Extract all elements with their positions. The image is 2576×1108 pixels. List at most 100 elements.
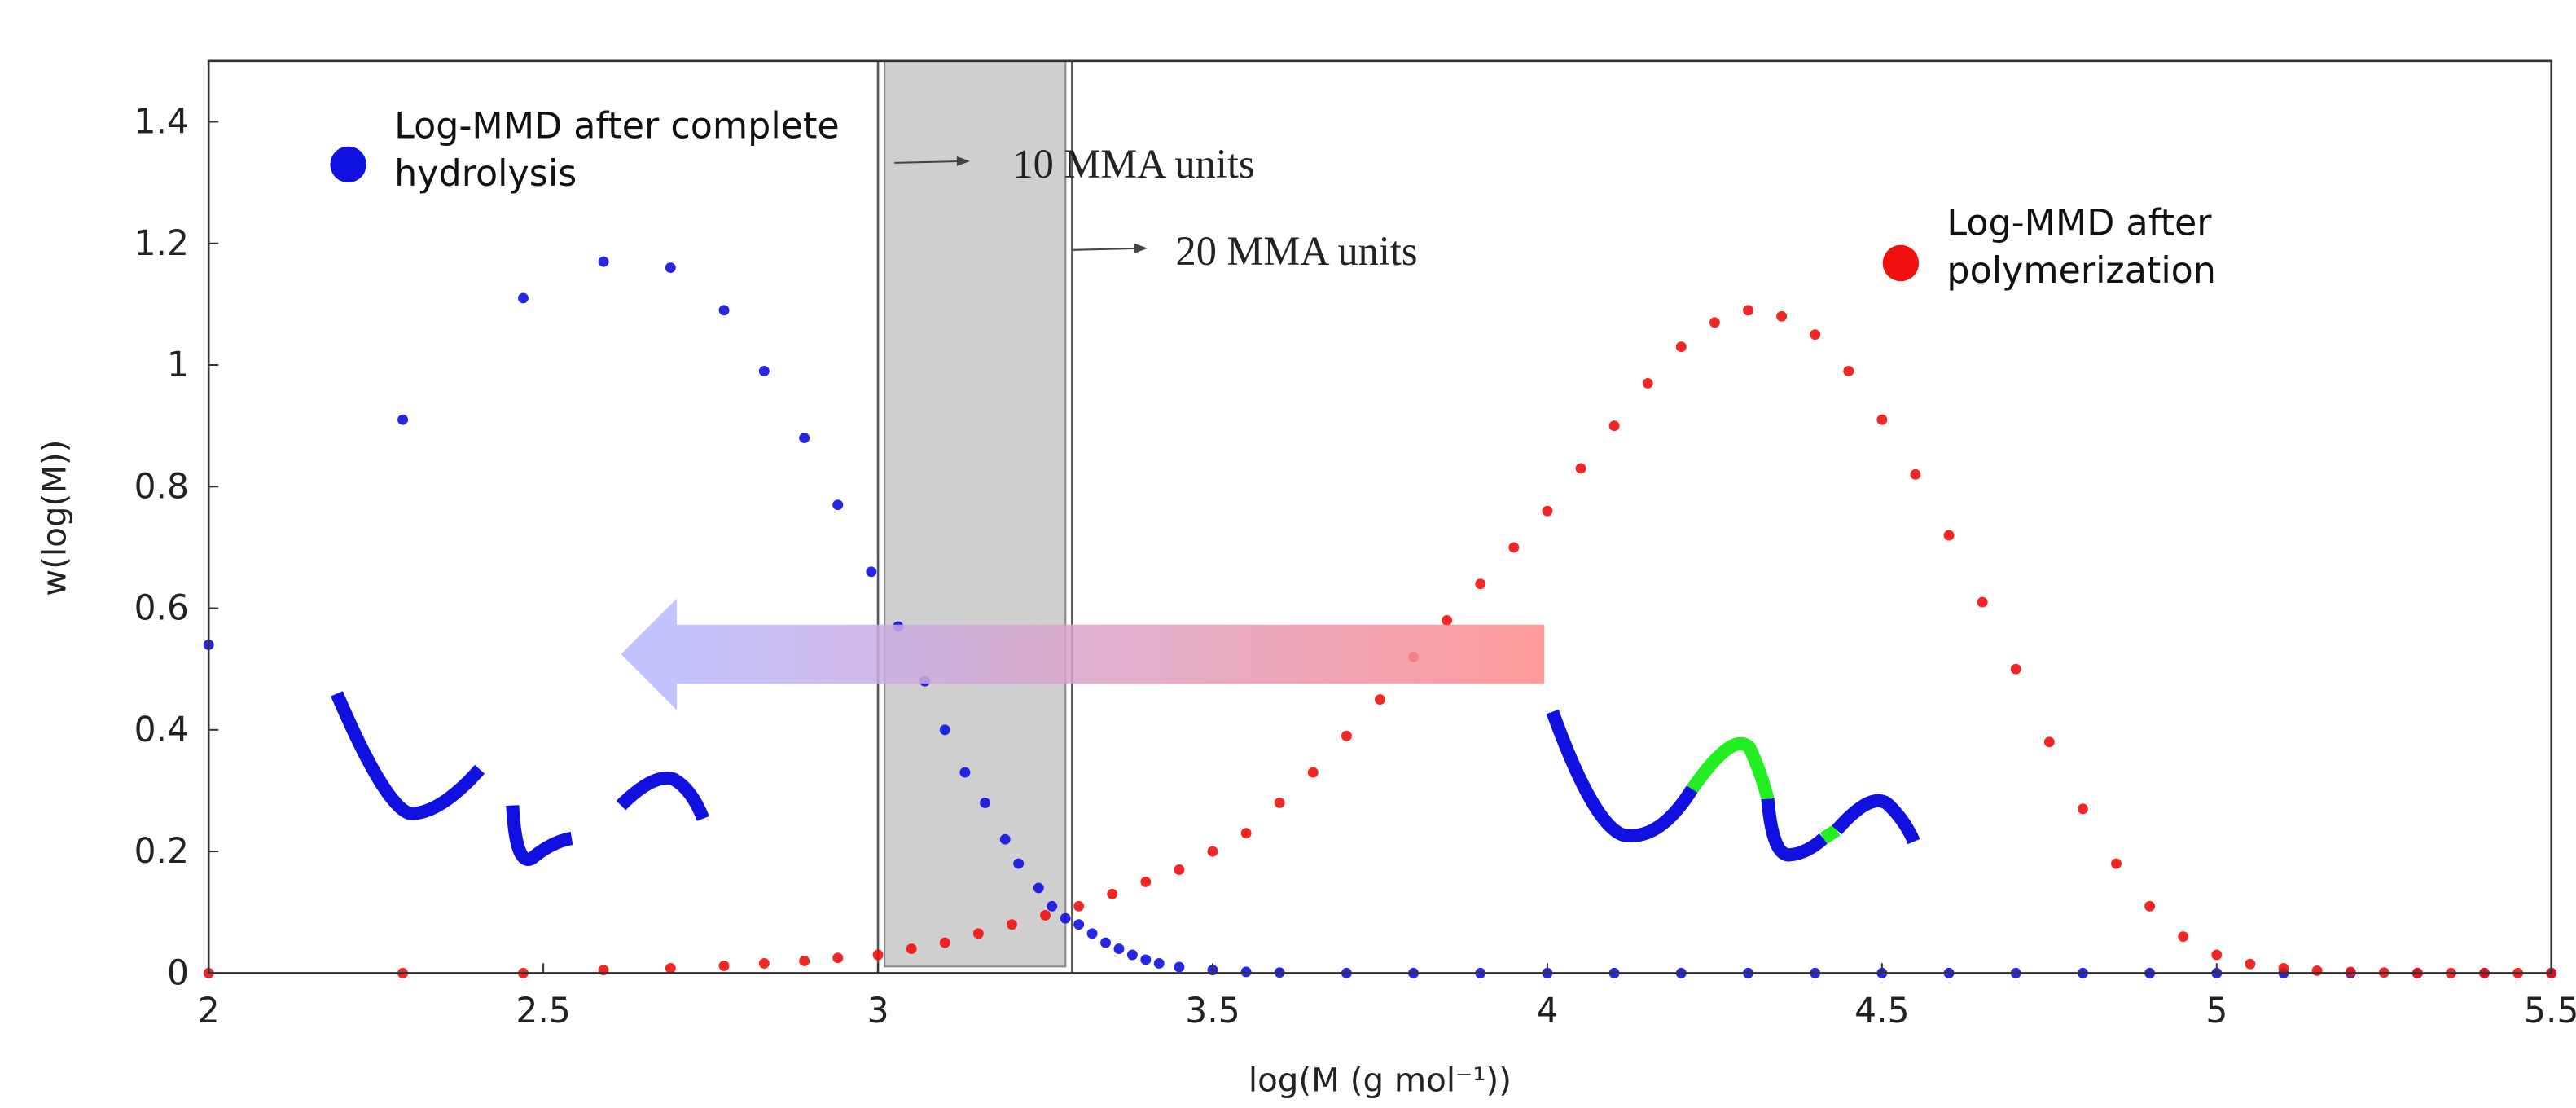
annotation-text: 20 MMA units: [1175, 228, 1417, 274]
data-point: [598, 256, 609, 267]
data-point: [1174, 961, 1185, 973]
data-point: [665, 962, 676, 974]
y-tick-label: 1.2: [134, 223, 189, 263]
data-point: [2077, 803, 2088, 815]
data-point: [1006, 919, 1017, 930]
data-point: [1810, 329, 1821, 341]
data-point: [718, 960, 730, 971]
data-point: [866, 566, 877, 578]
data-point: [832, 952, 844, 964]
data-point: [1140, 876, 1152, 887]
data-point: [980, 797, 991, 808]
annotation-text: 10 MMA units: [1012, 141, 1254, 187]
y-tick-label: 0.8: [134, 466, 189, 506]
shift-arrow: [621, 598, 1545, 710]
data-point: [718, 305, 730, 316]
x-tick-label: 3: [867, 991, 889, 1031]
data-point: [1207, 846, 1218, 857]
data-point: [1943, 530, 1955, 541]
data-point: [1442, 615, 1453, 626]
x-tick-label: 2: [198, 991, 220, 1031]
data-point: [1776, 310, 1788, 322]
x-tick-label: 3.5: [1185, 991, 1240, 1031]
data-point: [1843, 366, 1854, 376]
data-point: [1060, 912, 1071, 924]
data-point: [1709, 317, 1720, 328]
data-point: [1675, 341, 1687, 353]
data-point: [1341, 730, 1352, 741]
legend-marker: [330, 146, 366, 183]
data-point: [939, 937, 950, 948]
data-point: [1047, 900, 1058, 912]
data-point: [906, 943, 917, 954]
data-point: [2211, 949, 2223, 961]
data-point: [1307, 767, 1319, 778]
x-axis-label: log(M (g mol⁻¹)): [1249, 1062, 1512, 1100]
legend-label: Log-MMD after polymerization: [1946, 204, 2216, 292]
plot-frame: [207, 59, 2553, 974]
y-tick-label: 0.6: [134, 588, 189, 628]
data-point: [1375, 694, 1385, 705]
data-point: [2111, 858, 2122, 869]
data-point: [397, 414, 408, 425]
x-tick-label: 4.5: [1854, 991, 1909, 1031]
data-point: [1107, 888, 1118, 899]
data-point: [2245, 958, 2256, 970]
hydrolyzed-chains: [331, 691, 709, 866]
data-point: [1126, 949, 1138, 961]
data-point: [1073, 900, 1085, 912]
data-point: [2144, 900, 2156, 912]
data-point: [1033, 882, 1044, 894]
data-point: [939, 724, 950, 736]
annotation-arrow: [894, 160, 963, 164]
data-point: [1040, 910, 1051, 921]
data-point: [1743, 305, 1753, 316]
data-point: [2278, 962, 2289, 974]
data-point: [832, 499, 844, 511]
data-point: [1174, 864, 1185, 875]
legend-label-box: Log-MMD after complete hydrolysis: [394, 107, 840, 196]
data-point: [1876, 414, 1888, 425]
data-point: [1475, 578, 1486, 590]
y-axis-label: w(log(M)): [36, 440, 74, 596]
data-point: [1910, 468, 1921, 480]
data-point: [799, 956, 810, 966]
data-point: [1977, 596, 1988, 608]
data-point: [758, 366, 770, 376]
legend-label-box: Log-MMD after polymerization: [1946, 204, 2216, 292]
data-point: [999, 833, 1011, 845]
data-point: [1240, 828, 1252, 839]
y-tick-label: 0.2: [134, 831, 189, 871]
data-point: [872, 949, 884, 961]
data-point: [1073, 919, 1085, 930]
data-point: [1642, 377, 1653, 389]
annotation-arrowhead: [956, 156, 971, 166]
data-point: [972, 928, 984, 939]
polymer-chain: [1546, 709, 1920, 862]
data-point: [758, 957, 770, 969]
oligomer-band: [884, 59, 1067, 968]
data-point: [1153, 957, 1165, 969]
data-point: [1542, 505, 1553, 517]
legend-label: Log-MMD after complete hydrolysis: [394, 107, 840, 196]
y-tick-label: 1.4: [134, 102, 189, 142]
data-point: [1013, 858, 1025, 869]
data-point: [1086, 928, 1098, 939]
data-point: [799, 433, 810, 444]
x-tick-label: 4: [1536, 991, 1558, 1031]
data-point: [2311, 965, 2323, 976]
legend-marker: [1882, 244, 1920, 282]
data-point: [2178, 931, 2189, 943]
y-tick-label: 0.4: [134, 710, 189, 750]
data-point: [959, 767, 971, 778]
x-tick-label: 5: [2205, 991, 2227, 1031]
x-tick-label: 5.5: [2524, 991, 2576, 1031]
data-point: [1508, 542, 1520, 553]
data-point: [1608, 420, 1620, 432]
data-point: [2010, 663, 2021, 675]
data-point: [1140, 954, 1152, 965]
annotation-arrow: [1072, 247, 1142, 251]
data-point: [1274, 797, 1285, 808]
x-tick-label: 2.5: [516, 991, 570, 1031]
